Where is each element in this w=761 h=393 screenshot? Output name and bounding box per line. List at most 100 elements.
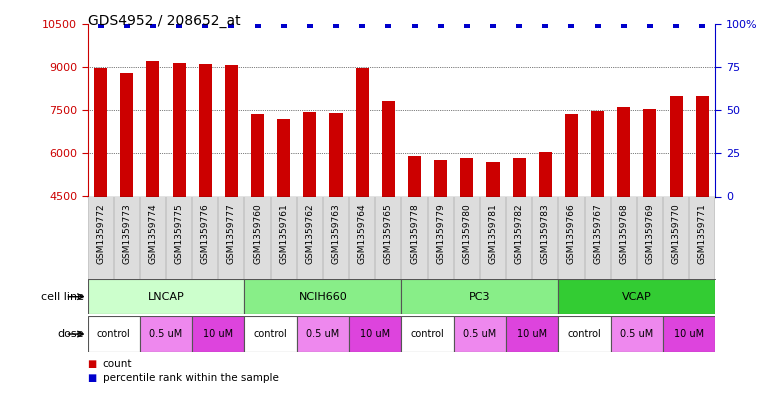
Point <box>435 22 447 28</box>
Text: GSM1359762: GSM1359762 <box>305 203 314 264</box>
Text: NCIH660: NCIH660 <box>298 292 347 302</box>
Bar <box>402 279 559 314</box>
Bar <box>304 112 317 196</box>
Text: GSM1359782: GSM1359782 <box>514 203 524 264</box>
Text: GSM1359760: GSM1359760 <box>253 203 262 264</box>
Text: 0.5 uM: 0.5 uM <box>149 329 183 339</box>
Point <box>382 22 394 28</box>
Bar <box>591 112 604 196</box>
Text: 10 uM: 10 uM <box>203 329 234 339</box>
Bar <box>277 119 290 196</box>
Text: dose: dose <box>57 329 84 339</box>
Point <box>94 22 107 28</box>
Point <box>356 22 368 28</box>
Point <box>565 22 578 28</box>
Text: GSM1359777: GSM1359777 <box>227 203 236 264</box>
Text: 0.5 uM: 0.5 uM <box>620 329 654 339</box>
Text: ■: ■ <box>88 373 97 384</box>
Point <box>460 22 473 28</box>
Bar <box>173 63 186 196</box>
Point <box>618 22 630 28</box>
Text: GSM1359774: GSM1359774 <box>148 203 158 264</box>
Bar <box>192 316 244 352</box>
Text: GSM1359779: GSM1359779 <box>436 203 445 264</box>
Text: GSM1359767: GSM1359767 <box>593 203 602 264</box>
Text: PC3: PC3 <box>469 292 491 302</box>
Bar <box>696 95 708 196</box>
Bar <box>434 160 447 196</box>
Text: GSM1359764: GSM1359764 <box>358 203 367 264</box>
Text: GSM1359773: GSM1359773 <box>123 203 131 264</box>
Text: ■: ■ <box>88 359 97 369</box>
Text: GSM1359761: GSM1359761 <box>279 203 288 264</box>
Text: GSM1359766: GSM1359766 <box>567 203 576 264</box>
Bar <box>559 316 610 352</box>
Bar <box>402 316 454 352</box>
Text: GSM1359768: GSM1359768 <box>619 203 629 264</box>
Bar <box>506 316 559 352</box>
Text: GSM1359772: GSM1359772 <box>96 203 105 264</box>
Text: GSM1359770: GSM1359770 <box>672 203 680 264</box>
Text: count: count <box>103 359 132 369</box>
Text: control: control <box>568 329 601 339</box>
Bar <box>140 316 192 352</box>
Text: GSM1359778: GSM1359778 <box>410 203 419 264</box>
Point <box>121 22 133 28</box>
Text: control: control <box>253 329 288 339</box>
Point <box>513 22 525 28</box>
Bar <box>460 158 473 196</box>
Bar <box>244 279 402 314</box>
Point <box>644 22 656 28</box>
Point <box>409 22 421 28</box>
Bar <box>120 73 133 196</box>
Bar <box>454 316 506 352</box>
Text: GDS4952 / 208652_at: GDS4952 / 208652_at <box>88 14 240 28</box>
Point <box>225 22 237 28</box>
Bar <box>539 152 552 196</box>
Text: control: control <box>411 329 444 339</box>
Text: GSM1359783: GSM1359783 <box>541 203 549 264</box>
Text: LNCAP: LNCAP <box>148 292 184 302</box>
Bar <box>88 279 244 314</box>
Bar <box>224 65 238 196</box>
Text: 10 uM: 10 uM <box>674 329 704 339</box>
Bar <box>486 162 499 196</box>
Text: GSM1359763: GSM1359763 <box>332 203 340 264</box>
Bar <box>94 68 107 196</box>
Text: GSM1359775: GSM1359775 <box>174 203 183 264</box>
Text: GSM1359780: GSM1359780 <box>463 203 471 264</box>
Bar <box>670 95 683 196</box>
Text: 0.5 uM: 0.5 uM <box>463 329 496 339</box>
Text: 10 uM: 10 uM <box>517 329 547 339</box>
Bar <box>617 107 630 196</box>
Bar <box>408 156 421 196</box>
Point <box>591 22 603 28</box>
Text: GSM1359781: GSM1359781 <box>489 203 498 264</box>
Bar <box>559 279 715 314</box>
Point <box>487 22 499 28</box>
Point <box>278 22 290 28</box>
Point <box>330 22 342 28</box>
Text: cell line: cell line <box>40 292 84 302</box>
Text: GSM1359769: GSM1359769 <box>645 203 654 264</box>
Text: GSM1359776: GSM1359776 <box>201 203 210 264</box>
Bar <box>251 114 264 196</box>
Bar <box>610 316 663 352</box>
Bar <box>146 61 160 196</box>
Text: 0.5 uM: 0.5 uM <box>307 329 339 339</box>
Point <box>670 22 682 28</box>
Text: VCAP: VCAP <box>622 292 651 302</box>
Text: control: control <box>97 329 131 339</box>
Text: GSM1359771: GSM1359771 <box>698 203 707 264</box>
Bar <box>349 316 402 352</box>
Point <box>304 22 316 28</box>
Bar <box>565 114 578 196</box>
Point <box>696 22 708 28</box>
Bar <box>330 113 342 196</box>
Point <box>173 22 185 28</box>
Text: percentile rank within the sample: percentile rank within the sample <box>103 373 279 384</box>
Bar <box>513 158 526 196</box>
Point <box>199 22 212 28</box>
Bar <box>199 64 212 196</box>
Bar <box>244 316 297 352</box>
